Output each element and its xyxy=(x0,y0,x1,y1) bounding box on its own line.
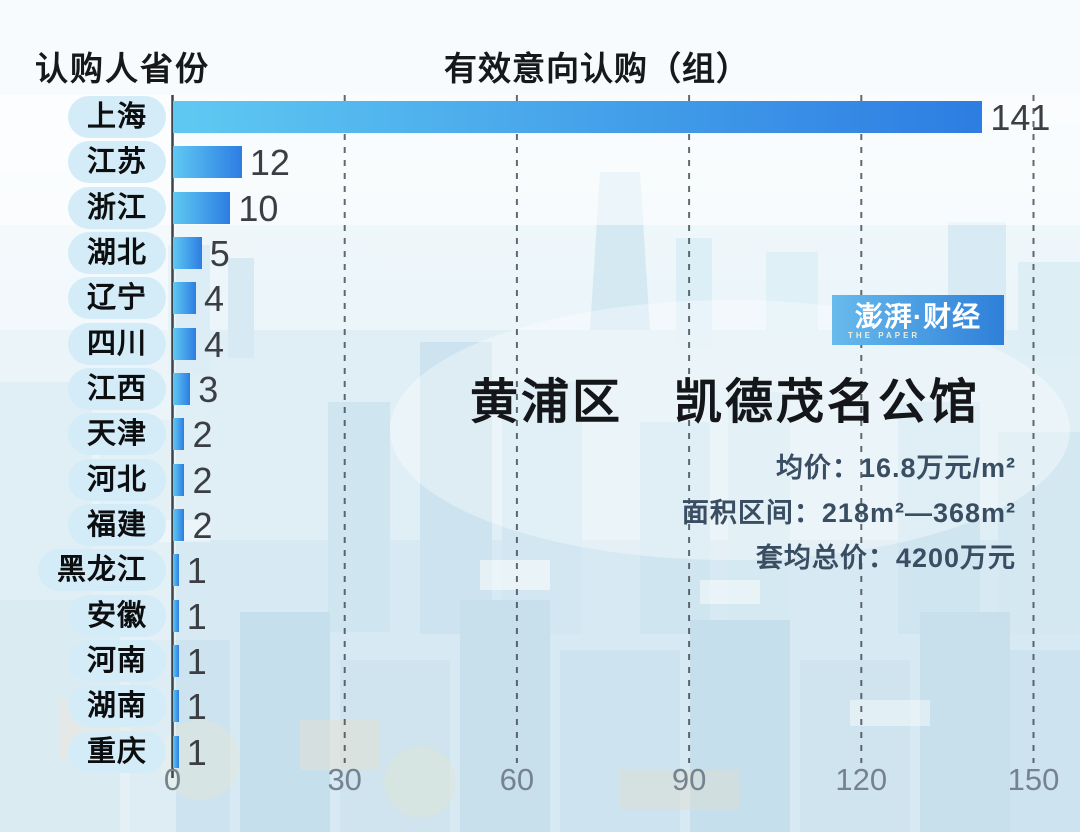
bar-row: 河南 1 xyxy=(0,639,1080,684)
bar-row: 河北 2 xyxy=(0,458,1080,503)
bar-row: 辽宁 4 xyxy=(0,276,1080,321)
bar xyxy=(173,191,231,224)
category-pill: 河北 xyxy=(67,458,166,501)
detail-label: 面积区间： xyxy=(681,498,822,528)
category-pill: 天津 xyxy=(67,413,166,456)
bar-row: 四川 4 xyxy=(0,322,1080,367)
bar xyxy=(173,645,179,677)
detail-average-price: 均价：16.8万元/m² xyxy=(682,446,1016,491)
x-axis-tick-label: 90 xyxy=(671,762,707,797)
bar xyxy=(173,554,179,587)
thepaper-finance-logo: 澎湃·财经 THE PAPER xyxy=(832,295,1004,345)
bar-value-label: 1 xyxy=(186,595,207,637)
bar-row: 江西 3 xyxy=(0,367,1080,412)
category-pill: 河南 xyxy=(67,640,166,682)
x-axis-tick-label: 30 xyxy=(327,762,362,797)
category-pill: 黑龙江 xyxy=(37,549,166,592)
y-axis-title: 认购人省份 xyxy=(35,50,210,87)
bar-row: 重庆 1 xyxy=(0,730,1080,775)
category-pill: 上海 xyxy=(67,96,166,138)
detail-value: 16.8万元/m² xyxy=(859,453,1016,483)
bar-value-label: 1 xyxy=(186,686,207,728)
detail-label: 均价： xyxy=(775,453,860,483)
category-pill: 福建 xyxy=(67,504,166,546)
bar-value-label: 4 xyxy=(203,323,224,365)
bar xyxy=(173,735,179,768)
bar-value-label: 1 xyxy=(186,641,207,682)
bar xyxy=(173,463,185,496)
property-title: 黄浦区 凯德茂名公馆 xyxy=(469,376,980,429)
bar xyxy=(173,327,196,360)
bar xyxy=(173,282,196,315)
bar-value-label: 2 xyxy=(192,414,213,456)
detail-area-range: 面积区间：218m²—368m² xyxy=(682,491,1016,536)
bar-value-label: 10 xyxy=(238,187,279,229)
bar xyxy=(173,599,179,632)
x-axis-tick-label: 0 xyxy=(163,762,182,797)
bar xyxy=(173,690,179,723)
bar-value-label: 1 xyxy=(186,731,207,773)
category-pill: 浙江 xyxy=(67,186,166,229)
detail-value: 218m²—368m² xyxy=(821,498,1016,528)
category-pill: 四川 xyxy=(67,322,166,365)
bar xyxy=(173,146,242,179)
logo-text: 澎湃·财经 xyxy=(854,301,982,332)
bar-value-label: 3 xyxy=(198,369,219,410)
detail-label: 套均总价： xyxy=(755,543,896,573)
x-axis-tick-label: 60 xyxy=(499,762,535,797)
logo-subtext: THE PAPER xyxy=(848,331,921,340)
bar-row: 湖南 1 xyxy=(0,684,1080,729)
bar-value-label: 4 xyxy=(203,278,224,320)
bar xyxy=(173,373,191,405)
category-pill: 江苏 xyxy=(67,141,166,184)
property-details: 均价：16.8万元/m² 面积区间：218m²—368m² 套均总价：4200万… xyxy=(682,446,1016,581)
x-axis-tick-label: 150 xyxy=(1007,762,1060,797)
bar-row: 上海 141 xyxy=(0,95,1080,140)
bar-row: 江苏 12 xyxy=(0,140,1080,185)
bar xyxy=(173,418,185,451)
chart-title: 有效意向认购（组） xyxy=(444,50,750,87)
bar-value-label: 1 xyxy=(186,550,207,592)
category-pill: 湖北 xyxy=(67,232,166,274)
category-pill: 重庆 xyxy=(67,730,166,773)
category-pill: 辽宁 xyxy=(67,277,166,320)
category-pill: 江西 xyxy=(67,368,166,410)
bar-row: 福建 2 xyxy=(0,503,1080,548)
x-axis-tick-label: 120 xyxy=(835,762,888,797)
category-pill: 安徽 xyxy=(67,594,166,637)
category-pill: 湖南 xyxy=(67,685,166,728)
bar xyxy=(173,101,983,133)
bar xyxy=(173,237,202,269)
bar-value-label: 141 xyxy=(990,97,1051,138)
detail-value: 4200万元 xyxy=(895,543,1016,573)
bar-row: 天津 2 xyxy=(0,412,1080,457)
bar-row: 安徽 1 xyxy=(0,594,1080,639)
bar-row: 湖北 5 xyxy=(0,231,1080,276)
detail-average-total-price: 套均总价：4200万元 xyxy=(682,536,1016,581)
bar-row: 黑龙江 1 xyxy=(0,548,1080,593)
bar-value-label: 5 xyxy=(209,233,230,274)
bar-row: 浙江 10 xyxy=(0,186,1080,231)
bar-value-label: 2 xyxy=(192,505,213,546)
bar xyxy=(173,509,185,541)
bar-value-label: 12 xyxy=(249,142,290,184)
bar-value-label: 2 xyxy=(192,459,213,501)
